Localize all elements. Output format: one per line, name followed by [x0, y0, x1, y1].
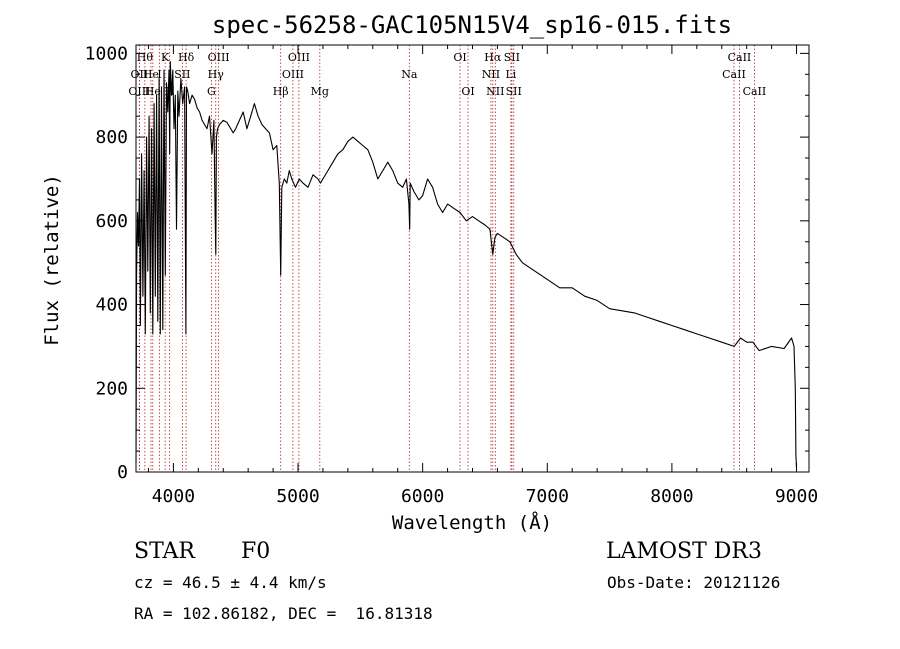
- line-marker-label: NII: [482, 68, 500, 81]
- plot-frame: [135, 44, 810, 473]
- line-marker-label: K: [161, 51, 170, 64]
- y-tick-label: 400: [95, 295, 128, 316]
- y-tick-label: 0: [117, 462, 128, 483]
- x-tick-label: 9000: [775, 486, 818, 507]
- y-tick-label: 1000: [85, 43, 128, 64]
- line-marker-label: OI: [461, 85, 474, 98]
- x-tick-label: 5000: [276, 486, 319, 507]
- line-marker-label: SII: [506, 85, 522, 98]
- line-marker-label: Mg: [311, 85, 329, 98]
- x-tick-label: 8000: [650, 486, 693, 507]
- line-marker-label: Na: [401, 68, 418, 81]
- y-tick-label: 600: [95, 211, 128, 232]
- line-marker-label: CaII: [728, 51, 752, 64]
- line-marker-label: OIII: [282, 68, 304, 81]
- line-marker-label: SII: [504, 51, 520, 64]
- chart-title: spec-56258-GAC105N15V4_sp16-015.fits: [212, 11, 732, 39]
- line-marker-label: I: [157, 68, 161, 81]
- line-marker-label: SII: [174, 68, 190, 81]
- line-marker-label: OI: [453, 51, 466, 64]
- line-marker-label: NII: [486, 85, 504, 98]
- y-tick-label: 800: [95, 127, 128, 148]
- y-axis-label: Flux (relative): [41, 174, 63, 346]
- y-axis-ticks: 0 200 400 600 800 1000: [85, 43, 809, 483]
- line-marker-label: Li: [505, 68, 516, 81]
- line-marker-label: CaII: [722, 68, 746, 81]
- line-marker-label: OIII: [288, 51, 310, 64]
- line-marker-label: Hδ: [178, 51, 195, 64]
- line-marker-label: G: [207, 85, 216, 98]
- line-marker-label: CaII: [743, 85, 767, 98]
- survey-name: LAMOST DR3: [606, 539, 762, 564]
- object-subclass: F0: [241, 539, 271, 564]
- line-marker-label: OIII: [128, 85, 150, 98]
- spectrum-line: [135, 61, 798, 468]
- x-tick-label: 6000: [401, 486, 444, 507]
- line-marker-label: Hα: [484, 51, 502, 64]
- line-marker-label: He: [143, 68, 159, 81]
- line-marker-label: Hβ: [273, 85, 289, 98]
- x-axis-label: Wavelength (Å): [392, 511, 552, 534]
- line-marker-label: Hθ: [137, 51, 154, 64]
- y-tick-label: 200: [95, 378, 128, 399]
- coordinates-text: RA = 102.86182, DEC = 16.81318: [134, 604, 433, 623]
- spectrum-series: [135, 61, 798, 468]
- line-marker-label: Hγ: [208, 68, 225, 81]
- object-class: STAR: [134, 539, 195, 564]
- line-marker-label: OIII: [208, 51, 230, 64]
- x-tick-label: 7000: [526, 486, 569, 507]
- x-tick-label: 4000: [152, 486, 195, 507]
- redshift-text: cz = 46.5 ± 4.4 km/s: [134, 573, 327, 592]
- observation-date: Obs-Date: 20121126: [607, 573, 781, 592]
- x-axis-ticks: 4000 5000 6000 7000 8000 9000: [147, 45, 818, 507]
